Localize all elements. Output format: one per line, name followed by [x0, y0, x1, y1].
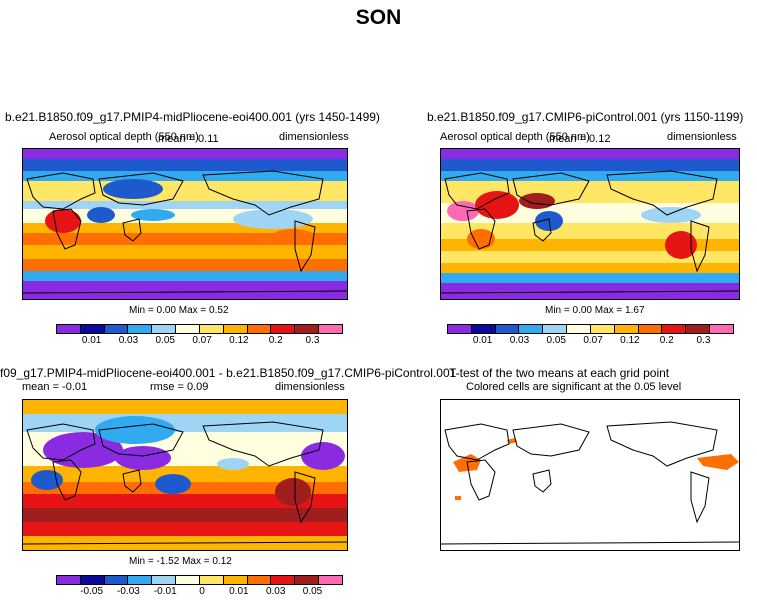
panel-1-colorbar-tick-label: 0.2 [268, 335, 283, 346]
panel-1-colorbar-tick-label: 0.05 [155, 335, 175, 346]
panel-3-colorbar-tick-label: 0.05 [302, 586, 323, 597]
panel-2-colorbar-swatch [662, 325, 687, 333]
panel-2-colorbar-swatch [710, 325, 733, 333]
panel-1-colorbar-tick-label: 0.01 [81, 335, 102, 346]
panel-2-variable: Aerosol optical depth (550 nm) [440, 131, 590, 143]
panel-2-colorbar-tick-label: 0.01 [472, 335, 493, 346]
panel-1-colorbar-tick-label: 0.12 [229, 335, 249, 346]
panel-3-colorbar-tick-label: -0.05 [80, 586, 104, 597]
panel-1-colorbar-swatch [104, 325, 129, 333]
panel-2-colorbar-swatch [567, 325, 591, 333]
panel-3-colorbar-swatch [319, 576, 342, 584]
panel-2-colorbar-swatch [471, 325, 496, 333]
panel-1-colorbar-swatch [295, 325, 320, 333]
panel-4-map [440, 399, 740, 551]
panel-1-colorbar-swatch [152, 325, 177, 333]
panel-3-colorbar-swatch [223, 576, 248, 584]
panel-1-map [22, 148, 348, 300]
panel-2-mean: mean = 0.12 [549, 133, 611, 145]
panel-1-colorbar-swatch [176, 325, 200, 333]
panel-1-title: b.e21.B1850.f09_g17.PMIP4-midPliocene-eo… [5, 110, 380, 124]
panel-1-colorbar-swatch [223, 325, 248, 333]
panel-2-colorbar-swatch [590, 325, 615, 333]
panel-3-colorbar-swatch [128, 576, 153, 584]
panel-2-minmax: Min = 0.00 Max = 1.67 [545, 305, 645, 316]
panel-3-mean: mean = -0.01 [22, 381, 88, 393]
panel-1-mean: mean = 0.11 [158, 133, 219, 145]
panel-4-title: T-test of the two means at each grid poi… [449, 366, 670, 380]
figure-title: SON [355, 6, 402, 29]
panel-2-colorbar [447, 324, 734, 334]
panel-1-colorbar-swatch [271, 325, 296, 333]
panel-1-colorbar-swatch [247, 325, 272, 333]
panel-1-colorbar-swatch [199, 325, 224, 333]
panel-3-colorbar-tick-label: 0.01 [229, 586, 249, 597]
panel-2-colorbar-swatch [519, 325, 544, 333]
panel-2-colorbar-tick-label: 0.2 [659, 335, 674, 346]
panel-2-title: b.e21.B1850.f09_g17.CMIP6-piControl.001 … [427, 110, 744, 124]
panel-2-map-graphic [441, 149, 739, 299]
panel-1-map-graphic [23, 149, 347, 299]
panel-1-minmax: Min = 0.00 Max = 0.52 [129, 305, 229, 316]
panel-2-colorbar-tick-label: 0.05 [546, 335, 566, 346]
panel-1-units: dimensionless [279, 131, 349, 143]
panel-2-colorbar-tick-label: 0.12 [620, 335, 640, 346]
panel-3-colorbar-swatch [271, 576, 296, 584]
panel-2-colorbar-swatch [638, 325, 663, 333]
panel-2-colorbar-swatch [543, 325, 568, 333]
panel-3-colorbar-tick-label: 0.03 [265, 586, 286, 597]
panel-2-colorbar-tick-label: 0.3 [696, 335, 711, 346]
panel-3-colorbar-swatch [176, 576, 200, 584]
panel-1-colorbar-tick-label: 0.3 [305, 335, 320, 346]
panel-3-title: f09_g17.PMIP4-midPliocene-eoi400.001 - b… [0, 366, 457, 380]
panel-1-colorbar-swatch [80, 325, 105, 333]
panel-3-map [22, 399, 348, 551]
panel-3-colorbar-tick-label: -0.03 [117, 586, 140, 597]
panel-1-colorbar-tick-label: 0.07 [192, 335, 212, 346]
panel-3-colorbar-swatch [247, 576, 272, 584]
panel-1-colorbar-swatch [319, 325, 342, 333]
panel-4-map-graphic [441, 400, 739, 550]
panel-2-colorbar-swatch [495, 325, 520, 333]
panel-3-colorbar-swatch [152, 576, 177, 584]
panel-2-colorbar-swatch [448, 325, 472, 333]
panel-2-colorbar-swatch [686, 325, 711, 333]
panel-3-colorbar-swatch [295, 576, 320, 584]
panel-1-colorbar-tick-label: 0.03 [118, 335, 139, 346]
panel-3-map-graphic [23, 400, 347, 550]
panel-2-colorbar-labels: 0.01 0.03 0.05 0.07 0.12 0.2 0.3 [447, 335, 732, 347]
panel-3-colorbar-swatch [199, 576, 224, 584]
panel-3-colorbar-swatch [104, 576, 129, 584]
panel-1-variable: Aerosol optical depth (550 nm) [49, 131, 199, 143]
panel-3-rmse: rmse = 0.09 [150, 381, 209, 393]
panel-1-colorbar-swatch [128, 325, 153, 333]
panel-2-colorbar-tick-label: 0.07 [583, 335, 603, 346]
panel-2-colorbar-swatch [614, 325, 639, 333]
panel-1-colorbar-swatch [57, 325, 81, 333]
panel-2-units: dimensionless [667, 131, 737, 143]
panel-3-colorbar [56, 575, 343, 585]
panel-3-colorbar-tick-label: 0 [199, 586, 205, 597]
panel-3-colorbar-swatch [80, 576, 105, 584]
panel-1-colorbar-labels: 0.01 0.03 0.05 0.07 0.12 0.2 0.3 [56, 335, 341, 347]
panel-1-colorbar [56, 324, 343, 334]
panel-2-colorbar-tick-label: 0.03 [509, 335, 530, 346]
panel-3-colorbar-swatch [57, 576, 81, 584]
panel-3-units: dimensionless [275, 381, 345, 393]
panel-4-note: Colored cells are significant at the 0.0… [466, 381, 682, 393]
panel-3-colorbar-labels: -0.05 -0.03 -0.01 0 0.01 0.03 0.05 [56, 586, 341, 598]
panel-3-minmax: Min = -1.52 Max = 0.12 [129, 556, 232, 567]
panel-3-colorbar-tick-label: -0.01 [153, 586, 177, 597]
panel-2-map [440, 148, 740, 300]
